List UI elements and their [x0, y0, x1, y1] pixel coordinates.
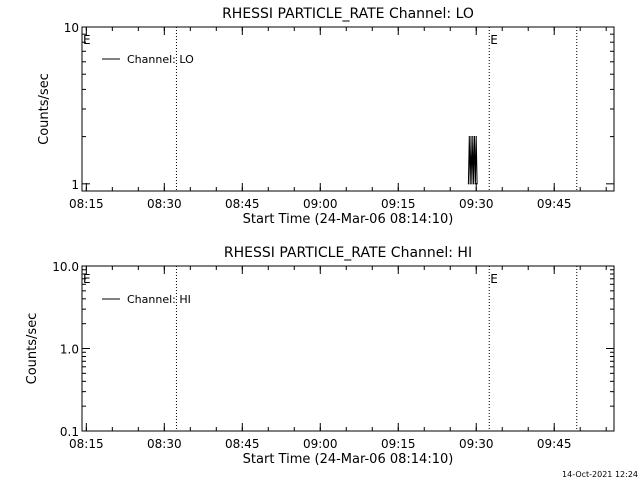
chart1-series-line — [467, 136, 478, 184]
chart2-x-tick-label: 09:00 — [303, 437, 338, 451]
chart1-y-tick-label: 10 — [64, 21, 79, 35]
chart1-x-axis-label: Start Time (24-Mar-06 08:14:10) — [243, 212, 454, 227]
chart1-y-tick-label: 1 — [71, 178, 79, 192]
chart2-x-axis-label: Start Time (24-Mar-06 08:14:10) — [243, 452, 454, 467]
chart2-event-mark: E — [83, 272, 91, 286]
chart1-y-axis-label: Counts/sec — [37, 73, 52, 145]
chart2-y-tick-label: 0.1 — [60, 425, 79, 439]
chart1-data-point — [473, 183, 475, 185]
chart2-x-tick-label: 09:15 — [381, 437, 416, 451]
chart1-title: RHESSI PARTICLE_RATE Channel: LO — [222, 6, 474, 22]
chart2-event-mark: E — [490, 272, 498, 286]
chart1-frame — [81, 26, 615, 192]
chart1-data-point — [472, 136, 474, 138]
chart1-data-point — [473, 136, 476, 138]
chart2-x-tick-label: 09:45 — [537, 437, 572, 451]
chart1-data-point — [471, 183, 473, 185]
chart1-data-point — [469, 183, 471, 185]
chart1-x-tick-label: 09:15 — [381, 197, 416, 211]
chart1-data-point — [467, 183, 470, 185]
chart1-data-point — [474, 183, 476, 185]
chart1-data-point — [475, 136, 477, 138]
footer-timestamp: 14-Oct-2021 12:24 — [562, 470, 638, 479]
chart1-x-tick-label: 08:45 — [225, 197, 260, 211]
chart1-legend-label: Channel: LO — [127, 53, 194, 66]
chart1-data-point — [470, 136, 472, 138]
chart2-x-tick-label: 08:15 — [69, 437, 104, 451]
chart1-event-mark: E — [490, 33, 498, 47]
chart1-data-point — [476, 183, 478, 185]
chart1-x-tick-label: 09:30 — [459, 197, 494, 211]
chart1-x-tick-label: 09:45 — [537, 197, 572, 211]
chart1-x-tick-label: 08:30 — [147, 197, 182, 211]
chart2-y-tick-label: 10.0 — [52, 260, 79, 274]
chart2-x-tick-label: 09:30 — [459, 437, 494, 451]
chart2-x-tick-label: 08:45 — [225, 437, 260, 451]
chart1-x-tick-label: 09:00 — [303, 197, 338, 211]
chart1-data-point — [468, 136, 470, 138]
chart2-title: RHESSI PARTICLE_RATE Channel: HI — [224, 245, 472, 261]
chart2-frame — [81, 265, 615, 432]
chart1-event-mark: E — [83, 33, 91, 47]
chart2-legend-label: Channel: HI — [127, 293, 191, 306]
chart1-x-tick-label: 08:15 — [69, 197, 104, 211]
chart2-x-tick-label: 08:30 — [147, 437, 182, 451]
chart2-y-tick-label: 1.0 — [60, 343, 79, 357]
chart2-y-axis-label: Counts/sec — [25, 313, 40, 385]
